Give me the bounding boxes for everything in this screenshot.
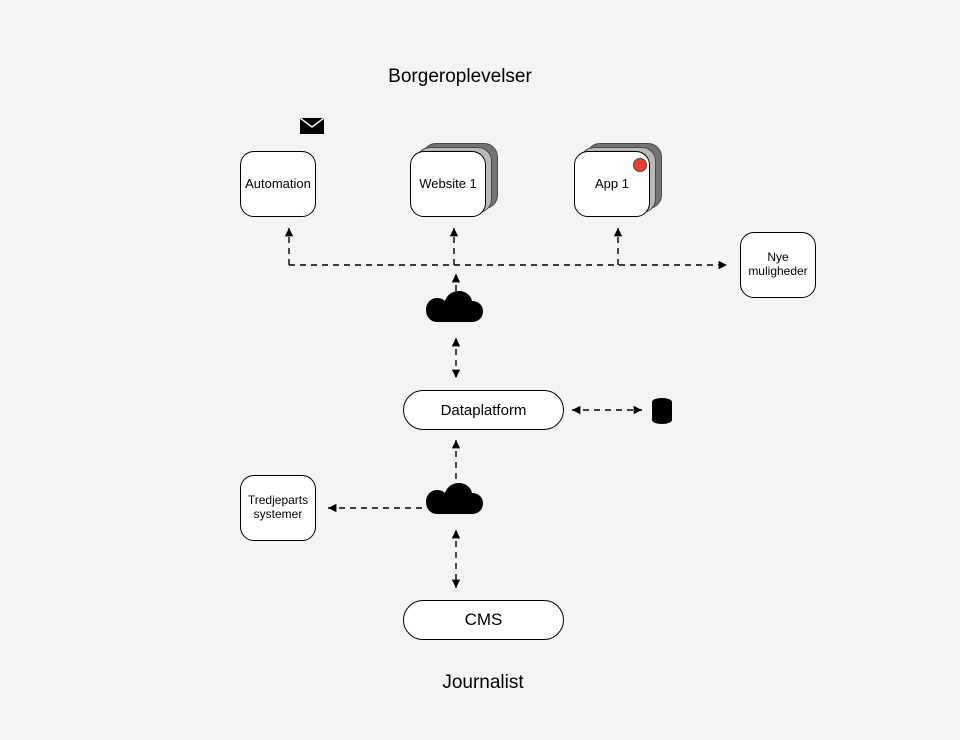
cloud-icon xyxy=(426,483,483,514)
node-label: Nye muligheder xyxy=(748,251,807,279)
title-top: Borgeroplevelser xyxy=(388,66,532,88)
node-app1: App 1 xyxy=(574,151,650,217)
node-nye-muligheder: Nye muligheder xyxy=(740,232,816,298)
node-automation: Automation xyxy=(240,151,316,217)
node-label: Website 1 xyxy=(419,177,477,192)
mail-icon xyxy=(300,118,324,134)
node-tredjeparts: Tredjeparts systemer xyxy=(240,475,316,541)
title-bottom: Journalist xyxy=(442,672,523,694)
node-label: Automation xyxy=(245,177,311,192)
node-label: Tredjeparts systemer xyxy=(248,494,308,522)
notification-dot-icon xyxy=(633,158,647,172)
node-label: Dataplatform xyxy=(441,402,527,419)
node-website1: Website 1 xyxy=(410,151,486,217)
database-icon xyxy=(652,398,672,424)
node-label: CMS xyxy=(465,610,503,630)
node-cms: CMS xyxy=(403,600,564,640)
cloud-icon xyxy=(426,291,483,322)
node-dataplatform: Dataplatform xyxy=(403,390,564,430)
node-label: App 1 xyxy=(595,177,629,192)
